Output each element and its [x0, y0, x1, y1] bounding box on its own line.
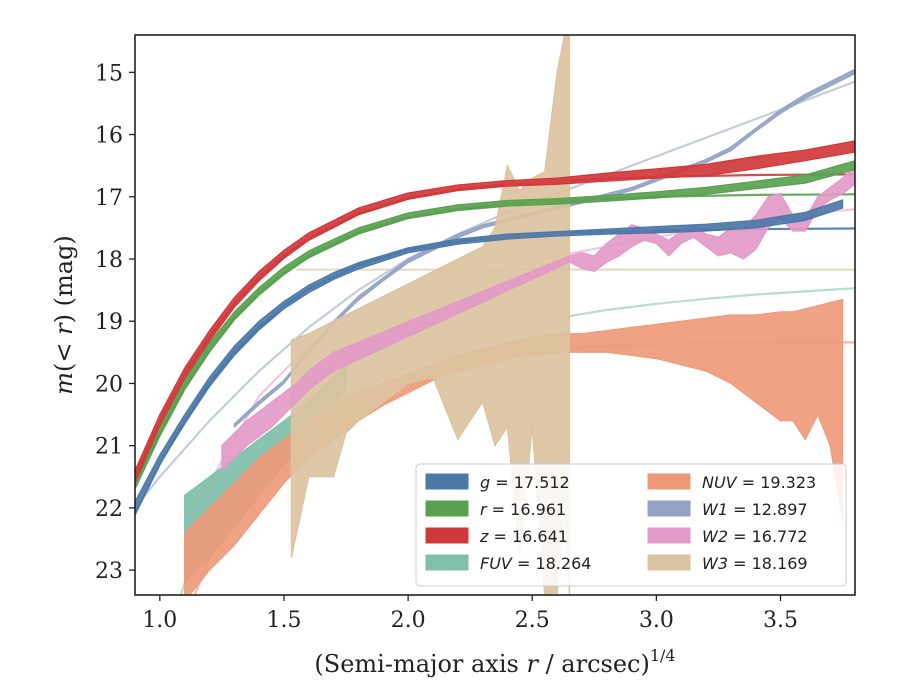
band-w1 [233, 68, 855, 429]
legend-swatch-z [425, 527, 469, 544]
legend-swatch-nuv [647, 473, 691, 490]
legend-label-nuv: NUV = 19.323 [702, 473, 816, 492]
legend-swatch-w3 [647, 554, 691, 571]
y-tick-label: 20 [95, 372, 123, 397]
legend-box [415, 463, 847, 587]
plot-frame [134, 34, 856, 596]
x-axis: 1.0 1.5 2.0 2.5 3.0 3.5 [142, 595, 798, 633]
x-tick-label: 1.5 [266, 608, 301, 633]
x-tick-label: 3.0 [639, 608, 674, 633]
y-axis-label: m(< r) (mag) [50, 235, 78, 395]
y-tick-label: 18 [95, 248, 123, 273]
legend-swatch-g [425, 473, 469, 490]
y-tick-label: 21 [95, 435, 123, 460]
y-tick-label: 22 [95, 497, 123, 522]
band-g [135, 199, 844, 515]
legend-swatch-fuv [425, 554, 469, 571]
legend: g = 17.512 r = 16.961 z = 16.641 FUV = 18.2… [415, 463, 847, 587]
band-r [135, 160, 855, 490]
y-tick-label: 19 [95, 310, 123, 335]
y-tick-label: 16 [95, 124, 123, 149]
legend-swatch-w1 [647, 500, 691, 517]
series-layer [135, 35, 855, 595]
y-tick-label: 23 [95, 559, 123, 584]
legend-swatch-r [425, 500, 469, 517]
x-tick-label: 2.0 [391, 608, 426, 633]
legend-label-r: r = 16.961 [480, 500, 566, 519]
band-z [135, 140, 855, 484]
legend-label-z: z = 16.641 [479, 527, 568, 546]
x-tick-label: 2.5 [515, 608, 550, 633]
legend-swatch-w2 [647, 527, 691, 544]
legend-label-fuv: FUV = 18.264 [480, 554, 591, 573]
fit-line-w1 [135, 80, 855, 509]
y-axis: 15 16 17 18 19 20 21 22 23 [95, 61, 135, 584]
x-axis-label: (Semi-major axis r / arcsec)1/4 [314, 646, 675, 678]
x-tick-label: 3.5 [763, 608, 798, 633]
legend-label-w3: W3 = 18.169 [702, 554, 808, 573]
x-tick-label: 1.0 [142, 608, 177, 633]
y-tick-label: 17 [95, 186, 123, 211]
y-tick-label: 15 [95, 61, 123, 86]
legend-label-w1: W1 = 12.897 [702, 500, 808, 519]
legend-label-g: g = 17.512 [480, 473, 570, 492]
legend-label-w2: W2 = 16.772 [702, 527, 808, 546]
